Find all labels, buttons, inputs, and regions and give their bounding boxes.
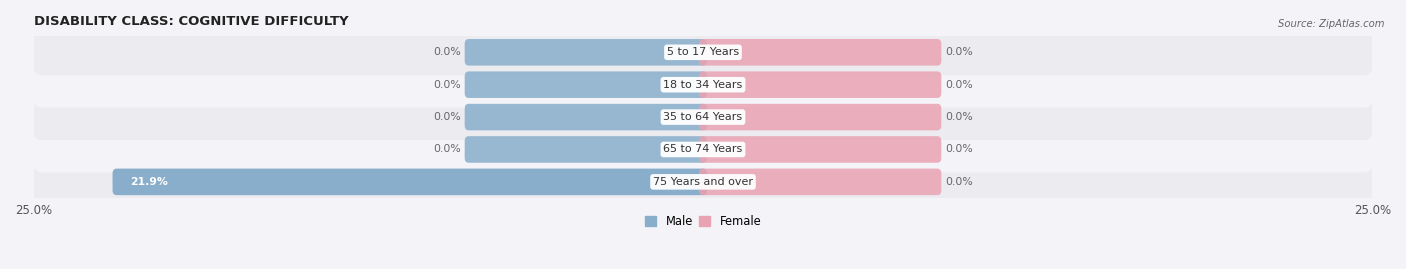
FancyBboxPatch shape xyxy=(699,169,942,195)
Text: 0.0%: 0.0% xyxy=(945,112,973,122)
Text: 21.9%: 21.9% xyxy=(129,177,167,187)
Text: 0.0%: 0.0% xyxy=(945,144,973,154)
Text: Source: ZipAtlas.com: Source: ZipAtlas.com xyxy=(1278,19,1385,29)
FancyBboxPatch shape xyxy=(464,39,707,66)
Text: 5 to 17 Years: 5 to 17 Years xyxy=(666,47,740,57)
FancyBboxPatch shape xyxy=(699,104,942,130)
Text: 18 to 34 Years: 18 to 34 Years xyxy=(664,80,742,90)
FancyBboxPatch shape xyxy=(34,159,1372,205)
FancyBboxPatch shape xyxy=(464,71,707,98)
Text: 0.0%: 0.0% xyxy=(433,47,461,57)
Text: 0.0%: 0.0% xyxy=(945,80,973,90)
FancyBboxPatch shape xyxy=(699,39,942,66)
Text: 0.0%: 0.0% xyxy=(433,112,461,122)
Text: DISABILITY CLASS: COGNITIVE DIFFICULTY: DISABILITY CLASS: COGNITIVE DIFFICULTY xyxy=(34,15,349,28)
FancyBboxPatch shape xyxy=(112,169,707,195)
FancyBboxPatch shape xyxy=(34,126,1372,172)
FancyBboxPatch shape xyxy=(699,71,942,98)
Text: 35 to 64 Years: 35 to 64 Years xyxy=(664,112,742,122)
FancyBboxPatch shape xyxy=(464,136,707,163)
FancyBboxPatch shape xyxy=(34,29,1372,75)
FancyBboxPatch shape xyxy=(464,104,707,130)
Text: 0.0%: 0.0% xyxy=(945,177,973,187)
Text: 0.0%: 0.0% xyxy=(945,47,973,57)
FancyBboxPatch shape xyxy=(34,62,1372,108)
Text: 75 Years and over: 75 Years and over xyxy=(652,177,754,187)
Text: 0.0%: 0.0% xyxy=(433,80,461,90)
FancyBboxPatch shape xyxy=(699,136,942,163)
Text: 65 to 74 Years: 65 to 74 Years xyxy=(664,144,742,154)
FancyBboxPatch shape xyxy=(34,94,1372,140)
Text: 0.0%: 0.0% xyxy=(433,144,461,154)
Legend: Male, Female: Male, Female xyxy=(645,215,761,228)
